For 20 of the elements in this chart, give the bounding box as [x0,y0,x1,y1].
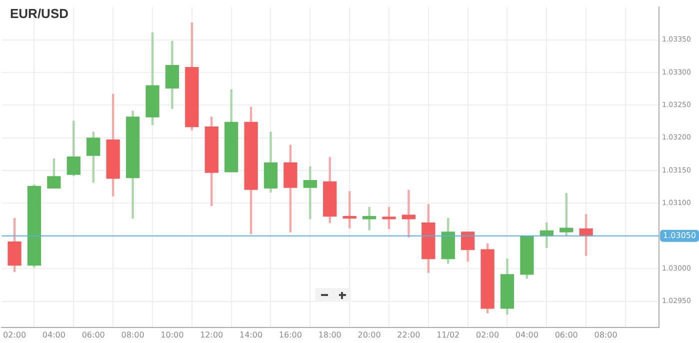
x-tick-label: 02:00 [2,330,26,340]
x-tick-label: 08:00 [594,330,618,340]
x-tick-label: 22:00 [397,330,420,340]
candlestick [402,190,416,238]
ref-line-label: 1.03050 [663,230,696,240]
x-tick-label: 16:00 [278,330,302,340]
x-tick-label: 02:00 [476,330,500,340]
x-tick-label: 18:00 [318,330,342,340]
x-tick-label: 08:00 [121,330,144,340]
x-tick-label: 20:00 [358,330,381,340]
x-tick-label: 11/02 [436,330,460,340]
x-tick-label: 04:00 [515,330,538,340]
x-tick-label: 04:00 [42,330,66,340]
x-tick-label: 14:00 [240,330,263,340]
x-tick-label: 12:00 [200,330,224,340]
x-tick-label: 06:00 [82,330,105,340]
x-tick-label: 10:00 [160,330,184,340]
chart-title: EUR/USD [10,6,69,22]
x-tick-label: 06:00 [554,330,578,340]
candlestick [362,206,376,230]
